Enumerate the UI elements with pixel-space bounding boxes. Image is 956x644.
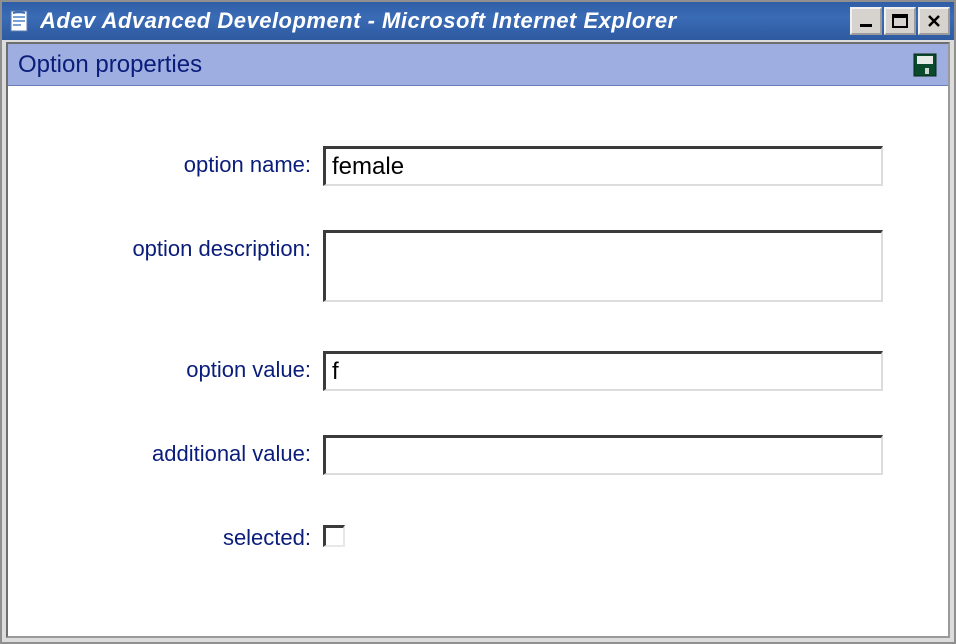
label-option-description: option description: — [58, 230, 323, 262]
panel-title: Option properties — [18, 51, 912, 79]
row-selected: selected: — [58, 519, 898, 552]
minimize-button[interactable] — [850, 7, 882, 35]
option-name-input[interactable] — [323, 146, 883, 186]
label-option-value: option value: — [58, 351, 323, 383]
close-button[interactable] — [918, 7, 950, 35]
titlebar: Adev Advanced Development - Microsoft In… — [2, 2, 954, 40]
additional-value-input[interactable] — [323, 435, 883, 475]
option-description-input[interactable] — [323, 230, 883, 302]
label-additional-value: additional value: — [58, 435, 323, 467]
selected-checkbox[interactable] — [323, 525, 345, 547]
panel-header: Option properties — [8, 44, 948, 86]
client-area: Option properties option name: option de… — [6, 42, 950, 638]
row-option-value: option value: — [58, 351, 898, 391]
window-title: Adev Advanced Development - Microsoft In… — [40, 8, 850, 34]
row-additional-value: additional value: — [58, 435, 898, 475]
maximize-button[interactable] — [884, 7, 916, 35]
row-option-name: option name: — [58, 146, 898, 186]
ie-icon — [8, 9, 32, 33]
save-icon[interactable] — [912, 52, 938, 78]
label-option-name: option name: — [58, 146, 323, 178]
row-option-description: option description: — [58, 230, 898, 307]
window-controls — [850, 7, 950, 35]
form: option name: option description: option … — [8, 86, 948, 572]
app-window: Adev Advanced Development - Microsoft In… — [0, 0, 956, 644]
label-selected: selected: — [58, 519, 323, 551]
option-value-input[interactable] — [323, 351, 883, 391]
